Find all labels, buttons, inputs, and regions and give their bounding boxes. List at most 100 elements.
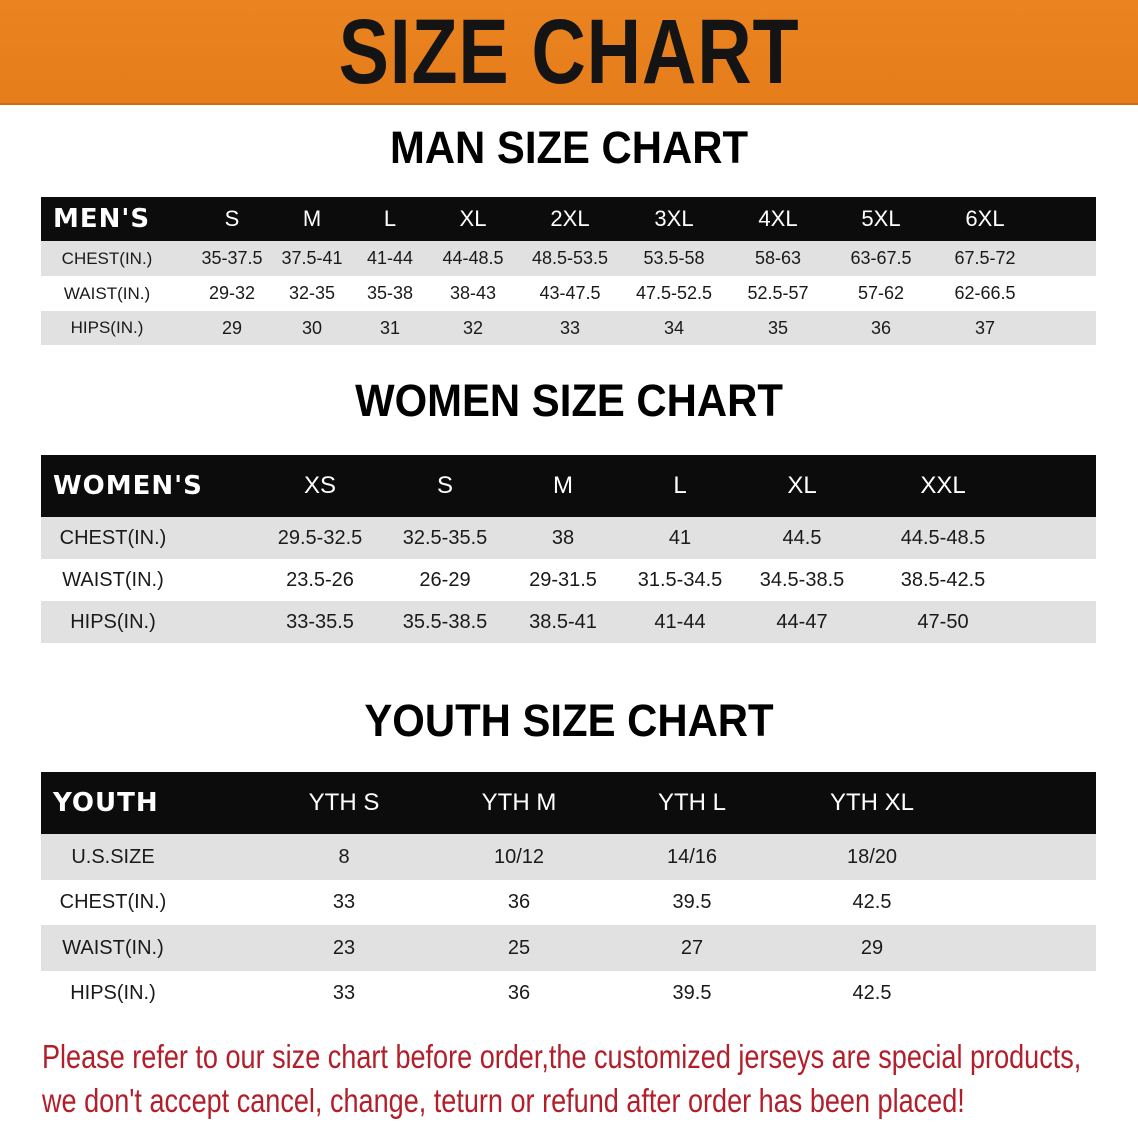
table-cell: 32 [462, 317, 484, 338]
youth-size-header-yth-m: YTH M [481, 789, 557, 816]
note-line-2: we don't accept cancel, change, teturn o… [42, 1082, 965, 1119]
table-cell: 44-48.5 [442, 248, 504, 268]
youth-table-row: WAIST(IN.) 23 25 27 29 [41, 925, 1096, 971]
table-cell: 33-35.5 [286, 610, 354, 633]
table-cell: 32.5-35.5 [402, 526, 488, 549]
row-label: HIPS(IN.) [70, 982, 156, 1004]
banner: SIZE CHART [0, 0, 1138, 105]
table-cell: 44-47 [776, 610, 828, 633]
table-cell: 36 [870, 317, 892, 338]
table-cell: 38.5-42.5 [900, 568, 986, 591]
table-cell: 44.5-48.5 [900, 526, 986, 549]
women-size-header-m: M [553, 472, 573, 499]
table-cell: 35 [767, 317, 789, 338]
table-cell: 36 [507, 891, 531, 913]
women-table-row: HIPS(IN.) 33-35.5 35.5-38.5 38.5-41 41-44 44-… [41, 601, 1096, 643]
table-cell: 39.5 [672, 891, 712, 913]
table-cell: 32-35 [288, 283, 336, 303]
men-size-header-2xl: 2XL [550, 206, 590, 231]
table-cell: 38.5-41 [529, 610, 597, 633]
women-size-table: WOMEN'S XS S M L XL XXL CHEST(IN.) 29.5-32.5 32.5… [41, 455, 1096, 643]
table-cell: 26-29 [419, 568, 471, 591]
men-size-header-4xl: 4XL [758, 206, 798, 231]
table-cell: 36 [507, 982, 531, 1004]
table-cell: 29-31.5 [529, 568, 597, 591]
row-label: CHEST(IN.) [61, 248, 153, 268]
table-cell: 31.5-34.5 [637, 568, 723, 591]
table-cell: 33 [559, 317, 581, 338]
men-size-header-3xl: 3XL [654, 206, 694, 231]
row-label: WAIST(IN.) [62, 568, 164, 591]
table-cell: 42.5 [852, 982, 892, 1004]
table-cell: 37.5-41 [281, 248, 343, 268]
table-cell: 23.5-26 [286, 568, 354, 591]
row-label: U.S.SIZE [71, 845, 155, 868]
youth-table-row: U.S.SIZE 8 10/12 14/16 18/20 [41, 834, 1096, 880]
women-header-row: WOMEN'S XS S M L XL XXL [41, 455, 1096, 517]
table-cell: 63-67.5 [850, 248, 912, 268]
table-cell: 23 [332, 936, 356, 959]
women-header-label: WOMEN'S [53, 471, 203, 501]
banner-title: SIZE CHART [338, 1, 800, 103]
men-size-header-xl: XL [459, 206, 487, 231]
table-cell: 34 [663, 317, 685, 338]
men-size-header-m: M [302, 206, 322, 231]
men-section-title: MAN SIZE CHART [389, 122, 749, 173]
table-cell: 25 [507, 936, 531, 959]
table-cell: 35-38 [366, 283, 414, 303]
note-line-1: Please refer to our size chart before or… [42, 1038, 1082, 1075]
table-cell: 34.5-38.5 [759, 568, 845, 591]
table-cell: 29-32 [208, 283, 256, 303]
women-size-header-xl: XL [787, 472, 817, 499]
table-cell: 35.5-38.5 [402, 610, 488, 633]
table-cell: 10/12 [493, 845, 545, 868]
women-table-row: CHEST(IN.) 29.5-32.5 32.5-35.5 38 41 44.5 44.5… [41, 517, 1096, 559]
table-cell: 37 [974, 317, 996, 338]
table-cell: 29.5-32.5 [277, 526, 363, 549]
women-size-header-xs: XS [303, 472, 337, 499]
table-cell: 47.5-52.5 [635, 283, 713, 303]
table-cell: 41-44 [366, 248, 414, 268]
row-label: CHEST(IN.) [59, 891, 167, 913]
table-cell: 30 [301, 317, 323, 338]
table-cell: 35-37.5 [201, 248, 263, 268]
row-label: WAIST(IN.) [62, 936, 164, 959]
men-table-row: HIPS(IN.) 29 30 31 32 33 34 35 36 37 [41, 311, 1096, 345]
row-label: HIPS(IN.) [70, 318, 144, 337]
row-label: CHEST(IN.) [59, 526, 167, 549]
table-cell: 43-47.5 [539, 283, 601, 303]
youth-size-header-yth-s: YTH S [308, 789, 380, 816]
table-cell: 57-62 [857, 283, 905, 303]
table-cell: 29 [860, 936, 884, 959]
table-cell: 39.5 [672, 982, 712, 1004]
table-cell: 33 [332, 891, 356, 913]
table-cell: 33 [332, 982, 356, 1004]
table-cell: 41 [668, 526, 692, 549]
men-size-header-l: L [383, 206, 397, 231]
table-cell: 31 [379, 317, 401, 338]
men-header-label: MEN'S [53, 204, 151, 234]
men-header-row: MEN'S S M L XL 2XL 3XL 4XL 5XL 6XL [41, 197, 1096, 241]
table-cell: 18/20 [846, 845, 898, 868]
table-cell: 41-44 [654, 610, 706, 633]
table-cell: 27 [680, 936, 704, 959]
men-size-table: MEN'S S M L XL 2XL 3XL 4XL 5XL 6XL CHEST(IN.) 35-37… [41, 197, 1096, 345]
men-size-header-5xl: 5XL [861, 206, 901, 231]
table-cell: 8 [338, 845, 350, 868]
women-table-row: WAIST(IN.) 23.5-26 26-29 29-31.5 31.5-34.5 34… [41, 559, 1096, 601]
row-label: HIPS(IN.) [70, 610, 156, 633]
table-cell: 48.5-53.5 [531, 248, 609, 268]
table-cell: 29 [221, 317, 243, 338]
row-label: WAIST(IN.) [63, 283, 151, 303]
table-cell: 53.5-58 [643, 248, 705, 268]
table-cell: 67.5-72 [954, 248, 1016, 268]
table-cell: 52.5-57 [747, 283, 809, 303]
table-cell: 42.5 [852, 891, 892, 913]
men-table-row: WAIST(IN.) 29-32 32-35 35-38 38-43 43-47.5 47.… [41, 276, 1096, 311]
table-cell: 14/16 [666, 845, 718, 868]
men-size-header-6xl: 6XL [965, 206, 1005, 231]
youth-section-title: YOUTH SIZE CHART [364, 695, 774, 746]
youth-header-label: YOUTH [53, 788, 159, 818]
table-cell: 44.5 [782, 526, 822, 549]
table-cell: 62-66.5 [954, 283, 1016, 303]
